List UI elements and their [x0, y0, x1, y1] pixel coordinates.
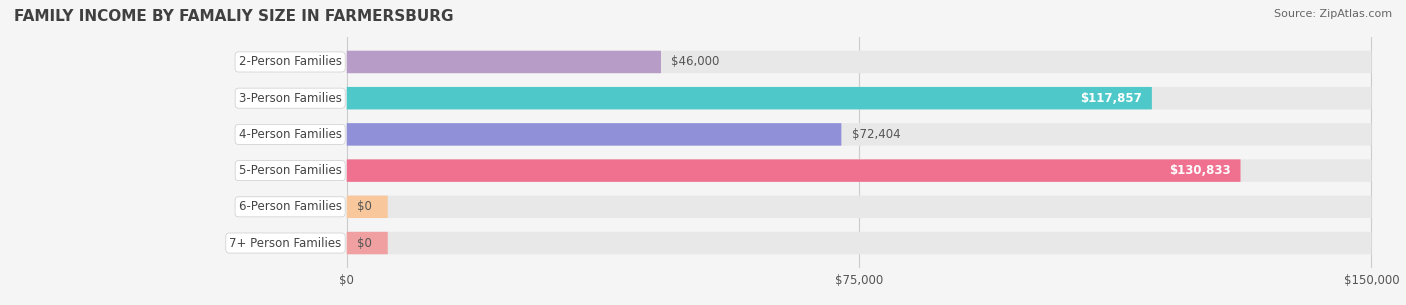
Text: 5-Person Families: 5-Person Families: [239, 164, 342, 177]
FancyBboxPatch shape: [347, 232, 388, 254]
FancyBboxPatch shape: [347, 160, 1240, 182]
Text: $72,404: $72,404: [852, 128, 900, 141]
FancyBboxPatch shape: [347, 196, 388, 218]
FancyBboxPatch shape: [347, 196, 1371, 218]
Text: 2-Person Families: 2-Person Families: [239, 56, 342, 68]
Text: 6-Person Families: 6-Person Families: [239, 200, 342, 213]
Text: FAMILY INCOME BY FAMALIY SIZE IN FARMERSBURG: FAMILY INCOME BY FAMALIY SIZE IN FARMERS…: [14, 9, 454, 24]
FancyBboxPatch shape: [347, 87, 1371, 109]
Text: Source: ZipAtlas.com: Source: ZipAtlas.com: [1274, 9, 1392, 19]
Text: $46,000: $46,000: [671, 56, 720, 68]
FancyBboxPatch shape: [347, 51, 661, 73]
Text: $117,857: $117,857: [1080, 92, 1142, 105]
Text: $130,833: $130,833: [1168, 164, 1230, 177]
FancyBboxPatch shape: [347, 123, 841, 145]
FancyBboxPatch shape: [347, 87, 1152, 109]
FancyBboxPatch shape: [347, 232, 1371, 254]
Text: $0: $0: [357, 237, 371, 249]
Text: 7+ Person Families: 7+ Person Families: [229, 237, 342, 249]
FancyBboxPatch shape: [347, 123, 1371, 145]
Text: 3-Person Families: 3-Person Families: [239, 92, 342, 105]
FancyBboxPatch shape: [347, 51, 1371, 73]
FancyBboxPatch shape: [347, 160, 1371, 182]
Text: $0: $0: [357, 200, 371, 213]
Text: 4-Person Families: 4-Person Families: [239, 128, 342, 141]
